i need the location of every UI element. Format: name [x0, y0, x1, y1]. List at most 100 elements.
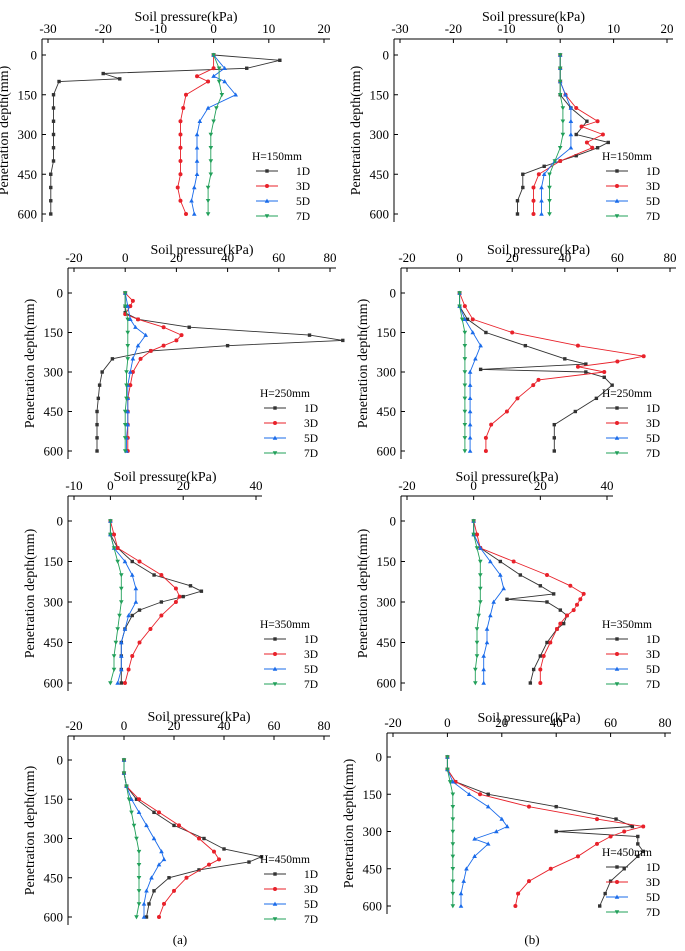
marker-triangle-down: [462, 357, 468, 362]
marker-triangle-down: [136, 902, 142, 907]
marker-triangle-down: [124, 784, 129, 789]
marker-circle: [510, 330, 515, 335]
y-tick-label: 300: [18, 127, 38, 142]
marker-circle: [608, 834, 613, 839]
marker-square: [118, 77, 122, 81]
marker-triangle-up: [467, 422, 473, 427]
subplot-a2: -20 0 20 40 60 80 0 150 300 450 600 Soil pressure(k…: [23, 243, 345, 460]
marker-triangle-up: [161, 857, 167, 862]
series-5D: [539, 52, 574, 216]
legend-entry: 1D: [646, 634, 660, 646]
marker-triangle-down: [208, 172, 214, 177]
marker-triangle-up: [122, 559, 128, 564]
marker-square: [554, 829, 558, 834]
marker-square: [247, 860, 251, 864]
marker-square: [538, 654, 543, 658]
marker-triangle-up: [133, 599, 139, 604]
y-tick-label: 300: [44, 595, 64, 610]
y-tick-label: 600: [363, 899, 383, 914]
y-tick-label: 450: [363, 861, 383, 876]
marker-square: [152, 889, 156, 893]
marker-triangle-down: [450, 817, 456, 822]
marker-circle: [641, 824, 646, 829]
marker-square: [615, 406, 619, 410]
marker-triangle-up: [478, 343, 483, 348]
series-line: [446, 757, 644, 907]
marker-triangle-up: [450, 779, 456, 784]
series-line: [459, 293, 613, 451]
marker-triangle-up: [191, 185, 197, 190]
marker-square: [615, 637, 619, 641]
marker-circle: [615, 184, 619, 188]
marker-triangle-down: [478, 559, 483, 564]
marker-square: [615, 169, 619, 173]
marker-triangle-down: [462, 370, 468, 375]
marker-square: [610, 383, 614, 387]
marker-circle: [173, 586, 178, 591]
marker-triangle-down: [614, 214, 620, 219]
marker-circle: [515, 396, 520, 401]
legend-title: H=450mm: [602, 847, 652, 859]
x-tick-label: 60: [604, 715, 617, 730]
marker-triangle-down: [557, 146, 563, 151]
marker-circle: [175, 185, 180, 190]
marker-triangle-up: [128, 316, 133, 322]
marker-circle: [575, 364, 580, 369]
series-7D: [457, 291, 468, 454]
x-tick-label: -20: [398, 250, 415, 265]
marker-circle: [584, 140, 589, 145]
marker-circle: [571, 608, 576, 613]
marker-triangle-down: [462, 409, 468, 414]
y-tick-label: 300: [377, 365, 397, 380]
marker-triangle-down: [216, 79, 222, 84]
x-tick-label: 40: [250, 478, 263, 493]
y-axis-title: Penetration depth(mm): [0, 65, 12, 195]
marker-circle: [531, 185, 536, 190]
marker-triangle-down: [462, 343, 468, 349]
marker-triangle-up: [129, 796, 134, 801]
y-tick-label: 0: [57, 753, 64, 768]
caption-a: (a): [173, 932, 187, 947]
marker-triangle-down: [219, 93, 225, 98]
marker-circle: [157, 915, 161, 919]
subplot-a3: -10 0 20 40 0 150 300 450 600 Soil pressure(kPa) P…: [23, 470, 318, 691]
legend-entry: 5D: [304, 433, 318, 445]
marker-triangle-up: [233, 92, 238, 97]
legend-entry: 7D: [646, 679, 660, 691]
marker-triangle-up: [541, 171, 547, 176]
marker-triangle-up: [125, 409, 131, 414]
subplot-a1: -30 -20 -10 0 10 20 0 150 300 450 600 Soil pressure…: [0, 10, 331, 223]
marker-circle: [138, 356, 143, 361]
marker-square: [100, 370, 104, 374]
marker-triangle-down: [214, 106, 219, 111]
marker-circle: [273, 652, 277, 656]
marker-triangle-up: [194, 171, 200, 176]
legend-entry: 5D: [646, 196, 660, 208]
legend-entry: 3D: [304, 649, 318, 661]
marker-triangle-down: [547, 185, 552, 190]
marker-circle: [527, 804, 531, 809]
marker-triangle-down: [124, 370, 129, 375]
marker-square: [225, 343, 230, 348]
marker-square: [584, 362, 588, 366]
marker-square: [130, 559, 134, 564]
marker-triangle-down: [122, 422, 128, 428]
marker-circle: [178, 159, 183, 163]
marker-triangle-down: [547, 212, 552, 217]
legend: H=150mm 1D 3D 5D 7D: [602, 151, 660, 223]
marker-triangle-down: [108, 681, 113, 686]
series-line: [109, 521, 203, 683]
marker-triangle-down: [474, 654, 480, 659]
marker-triangle-down: [129, 810, 134, 815]
marker-square: [606, 140, 610, 145]
y-tick-label: 150: [18, 87, 38, 102]
marker-triangle-down: [476, 613, 481, 618]
y-axis-title: Penetration depth(mm): [356, 528, 371, 658]
subplot-a4: -20 0 20 40 60 80 0 150 300 450 600 Soil pressure(k…: [23, 710, 331, 926]
marker-triangle-down: [125, 343, 131, 349]
x-tick-label: 40: [558, 250, 571, 265]
x-tick-label: 20: [318, 21, 331, 36]
marker-triangle-down: [122, 436, 128, 441]
series-5D: [445, 754, 510, 908]
marker-circle: [159, 613, 164, 618]
